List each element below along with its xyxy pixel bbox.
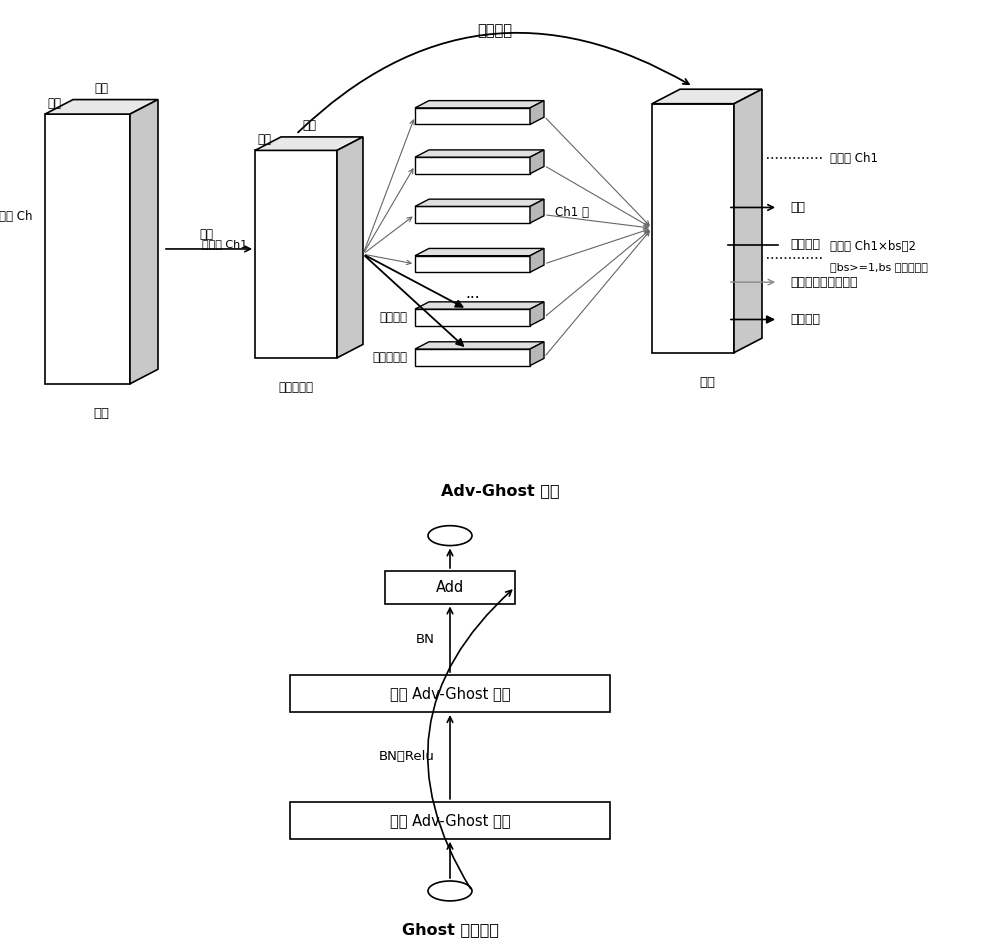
Polygon shape [130, 100, 158, 384]
Polygon shape [255, 137, 363, 150]
Text: BN＋Relu: BN＋Relu [379, 751, 435, 764]
Circle shape [428, 881, 472, 901]
Polygon shape [415, 150, 544, 157]
Polygon shape [415, 207, 530, 223]
Polygon shape [415, 199, 544, 207]
Polygon shape [415, 248, 544, 256]
Text: 卷积: 卷积 [200, 228, 214, 241]
Text: 高度: 高度 [47, 97, 61, 109]
Polygon shape [337, 137, 363, 357]
Text: 卷积: 卷积 [790, 201, 805, 214]
Text: 宽度: 宽度 [302, 119, 316, 132]
Polygon shape [415, 101, 544, 108]
Polygon shape [45, 100, 158, 114]
Text: Add: Add [436, 580, 464, 595]
Text: 第二 Adv-Ghost 模块: 第二 Adv-Ghost 模块 [390, 687, 510, 701]
Text: 宽度: 宽度 [95, 82, 109, 95]
Text: 恒等映射: 恒等映射 [477, 24, 512, 39]
Circle shape [428, 525, 472, 546]
Polygon shape [415, 108, 530, 124]
Polygon shape [530, 150, 544, 174]
Text: 中间特征图: 中间特征图 [278, 381, 314, 394]
Text: Ghost 残差单元: Ghost 残差单元 [402, 922, 498, 937]
Text: ...: ... [465, 286, 480, 301]
Text: Adv-Ghost 模块: Adv-Ghost 模块 [441, 483, 559, 498]
Polygon shape [255, 150, 337, 357]
Polygon shape [530, 302, 544, 325]
Text: 一种或多种线性变换: 一种或多种线性变换 [790, 275, 858, 289]
FancyBboxPatch shape [290, 802, 610, 839]
Polygon shape [530, 199, 544, 223]
Text: 通道数 Ch1×bs＋2: 通道数 Ch1×bs＋2 [830, 240, 916, 253]
Polygon shape [415, 309, 530, 325]
Polygon shape [652, 90, 762, 104]
Text: （bs>=1,bs 代表倍数）: （bs>=1,bs 代表倍数） [830, 262, 928, 273]
Text: 高度: 高度 [257, 133, 271, 146]
Polygon shape [530, 248, 544, 273]
Polygon shape [652, 104, 734, 353]
Text: 平均池化: 平均池化 [379, 311, 407, 323]
Text: 第一 Adv-Ghost 模块: 第一 Adv-Ghost 模块 [390, 813, 510, 828]
Text: 通道数 Ch: 通道数 Ch [0, 210, 33, 223]
Text: 输入: 输入 [94, 407, 110, 421]
Polygon shape [415, 302, 544, 309]
Polygon shape [530, 341, 544, 366]
Polygon shape [530, 101, 544, 124]
Text: Ch1 个: Ch1 个 [555, 207, 589, 219]
Text: 输出: 输出 [699, 376, 715, 389]
Text: 池化操作: 池化操作 [790, 313, 820, 326]
Polygon shape [415, 349, 530, 366]
Polygon shape [415, 256, 530, 273]
Text: BN: BN [416, 633, 435, 646]
Text: 通道数 Ch1: 通道数 Ch1 [202, 239, 247, 249]
FancyBboxPatch shape [290, 675, 610, 712]
Text: 恒等映射: 恒等映射 [790, 239, 820, 251]
Text: 最大值池化: 最大值池化 [372, 351, 407, 364]
Polygon shape [45, 114, 130, 384]
Polygon shape [415, 157, 530, 174]
Text: 通道数 Ch1: 通道数 Ch1 [830, 152, 878, 165]
FancyBboxPatch shape [385, 571, 515, 604]
Polygon shape [415, 341, 544, 349]
Polygon shape [734, 90, 762, 353]
